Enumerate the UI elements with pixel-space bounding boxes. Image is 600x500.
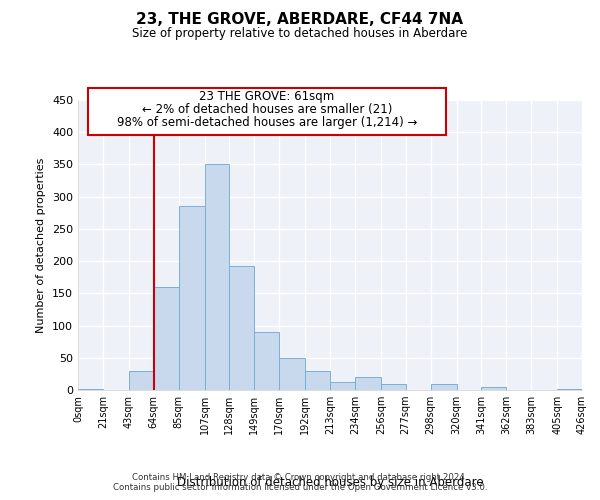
Bar (78, 388, 103, 390)
Bar (305, 370, 330, 390)
Text: 23, THE GROVE, ABERDARE, CF44 7NA: 23, THE GROVE, ABERDARE, CF44 7NA (137, 12, 464, 28)
Bar (557, 388, 582, 390)
Bar (330, 382, 355, 390)
Bar (154, 287, 179, 390)
Bar (279, 358, 305, 390)
Bar (254, 332, 279, 390)
Bar (179, 206, 205, 390)
Text: Size of property relative to detached houses in Aberdare: Size of property relative to detached ho… (133, 28, 467, 40)
Bar (481, 387, 506, 390)
Bar (229, 266, 254, 390)
Text: 23 THE GROVE: 61sqm: 23 THE GROVE: 61sqm (199, 90, 335, 104)
Y-axis label: Number of detached properties: Number of detached properties (37, 158, 46, 332)
Bar (431, 384, 457, 390)
Bar (205, 164, 229, 390)
X-axis label: Distribution of detached houses by size in Aberdare: Distribution of detached houses by size … (176, 476, 484, 489)
Bar (381, 384, 406, 390)
Bar (355, 377, 381, 390)
Text: 98% of semi-detached houses are larger (1,214) →: 98% of semi-detached houses are larger (… (117, 116, 417, 130)
Bar (129, 370, 154, 390)
Text: Contains HM Land Registry data © Crown copyright and database right 2024.
Contai: Contains HM Land Registry data © Crown c… (113, 473, 487, 492)
Text: ← 2% of detached houses are smaller (21): ← 2% of detached houses are smaller (21) (142, 104, 392, 117)
